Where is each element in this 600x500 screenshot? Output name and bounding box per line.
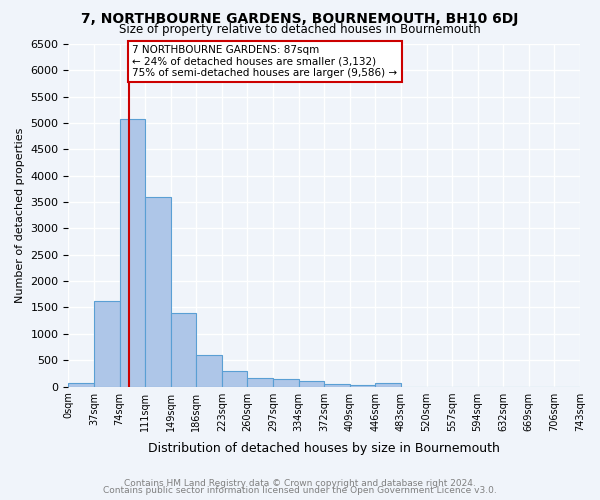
Bar bbox=[247, 378, 273, 386]
Text: 7 NORTHBOURNE GARDENS: 87sqm
← 24% of detached houses are smaller (3,132)
75% of: 7 NORTHBOURNE GARDENS: 87sqm ← 24% of de… bbox=[133, 45, 398, 78]
Bar bbox=[171, 313, 196, 386]
X-axis label: Distribution of detached houses by size in Bournemouth: Distribution of detached houses by size … bbox=[148, 442, 500, 455]
Bar bbox=[94, 301, 119, 386]
Bar bbox=[68, 382, 94, 386]
Bar bbox=[119, 119, 145, 386]
Bar bbox=[273, 378, 299, 386]
Bar bbox=[196, 356, 222, 386]
Text: Contains HM Land Registry data © Crown copyright and database right 2024.: Contains HM Land Registry data © Crown c… bbox=[124, 478, 476, 488]
Bar bbox=[350, 385, 376, 386]
Bar bbox=[324, 384, 350, 386]
Bar bbox=[145, 197, 171, 386]
Bar bbox=[376, 384, 401, 386]
Bar bbox=[299, 382, 324, 386]
Text: Contains public sector information licensed under the Open Government Licence v3: Contains public sector information licen… bbox=[103, 486, 497, 495]
Text: Size of property relative to detached houses in Bournemouth: Size of property relative to detached ho… bbox=[119, 22, 481, 36]
Text: 7, NORTHBOURNE GARDENS, BOURNEMOUTH, BH10 6DJ: 7, NORTHBOURNE GARDENS, BOURNEMOUTH, BH1… bbox=[82, 12, 518, 26]
Bar bbox=[222, 370, 247, 386]
Y-axis label: Number of detached properties: Number of detached properties bbox=[15, 128, 25, 303]
